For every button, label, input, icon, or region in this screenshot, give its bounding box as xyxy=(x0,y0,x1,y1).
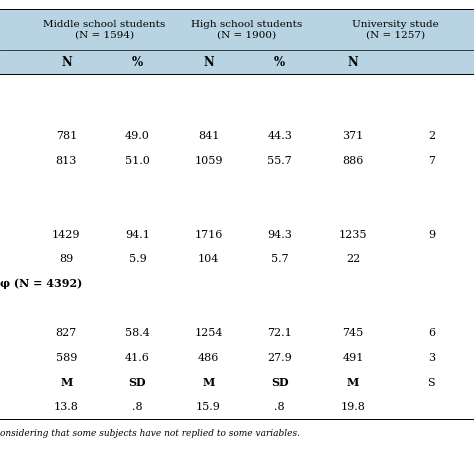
Text: 104: 104 xyxy=(198,254,219,264)
Text: M: M xyxy=(347,377,359,388)
Text: 49.0: 49.0 xyxy=(125,131,150,141)
Text: University stude
(N = 1257): University stude (N = 1257) xyxy=(352,20,439,39)
Text: 491: 491 xyxy=(342,353,364,363)
Text: SD: SD xyxy=(128,377,146,388)
Text: 44.3: 44.3 xyxy=(267,131,292,141)
Text: 3: 3 xyxy=(428,353,435,363)
Text: 94.1: 94.1 xyxy=(125,229,150,240)
Text: M: M xyxy=(60,377,73,388)
Text: 781: 781 xyxy=(56,131,77,141)
Text: %: % xyxy=(132,55,143,69)
Text: 51.0: 51.0 xyxy=(125,155,150,166)
Text: 371: 371 xyxy=(343,131,364,141)
Text: 745: 745 xyxy=(343,328,364,338)
FancyBboxPatch shape xyxy=(0,9,474,50)
FancyBboxPatch shape xyxy=(0,50,474,74)
Text: 841: 841 xyxy=(198,131,219,141)
Text: N: N xyxy=(203,55,214,69)
Text: N: N xyxy=(61,55,72,69)
Text: 1059: 1059 xyxy=(194,155,223,166)
Text: 27.9: 27.9 xyxy=(267,353,292,363)
Text: 1429: 1429 xyxy=(52,229,81,240)
Text: 486: 486 xyxy=(198,353,219,363)
Text: High school students
(N = 1900): High school students (N = 1900) xyxy=(191,20,302,39)
Text: 9: 9 xyxy=(428,229,435,240)
Text: 15.9: 15.9 xyxy=(196,402,221,412)
Text: %: % xyxy=(274,55,285,69)
Text: .8: .8 xyxy=(274,402,285,412)
Text: S: S xyxy=(428,377,435,388)
Text: 58.4: 58.4 xyxy=(125,328,150,338)
Text: 5.7: 5.7 xyxy=(271,254,289,264)
Text: φ (N = 4392): φ (N = 4392) xyxy=(0,278,83,290)
Text: onsidering that some subjects have not replied to some variables.: onsidering that some subjects have not r… xyxy=(0,429,301,438)
Text: 41.6: 41.6 xyxy=(125,353,150,363)
Text: 1716: 1716 xyxy=(194,229,223,240)
Text: 813: 813 xyxy=(55,155,77,166)
Text: 19.8: 19.8 xyxy=(341,402,365,412)
Text: M: M xyxy=(202,377,215,388)
Text: 89: 89 xyxy=(59,254,73,264)
Text: 827: 827 xyxy=(56,328,77,338)
Text: 13.8: 13.8 xyxy=(54,402,79,412)
Text: Middle school students
(N = 1594): Middle school students (N = 1594) xyxy=(43,20,165,39)
Text: 1235: 1235 xyxy=(339,229,367,240)
Text: .8: .8 xyxy=(132,402,143,412)
Text: 2: 2 xyxy=(428,131,435,141)
Text: 94.3: 94.3 xyxy=(267,229,292,240)
Text: 6: 6 xyxy=(428,328,435,338)
Text: 886: 886 xyxy=(342,155,364,166)
Text: 55.7: 55.7 xyxy=(267,155,292,166)
Text: 1254: 1254 xyxy=(194,328,223,338)
Text: N: N xyxy=(348,55,358,69)
Text: 589: 589 xyxy=(55,353,77,363)
Text: SD: SD xyxy=(271,377,289,388)
Text: 22: 22 xyxy=(346,254,360,264)
Text: 7: 7 xyxy=(428,155,435,166)
Text: 5.9: 5.9 xyxy=(128,254,146,264)
Text: 72.1: 72.1 xyxy=(267,328,292,338)
